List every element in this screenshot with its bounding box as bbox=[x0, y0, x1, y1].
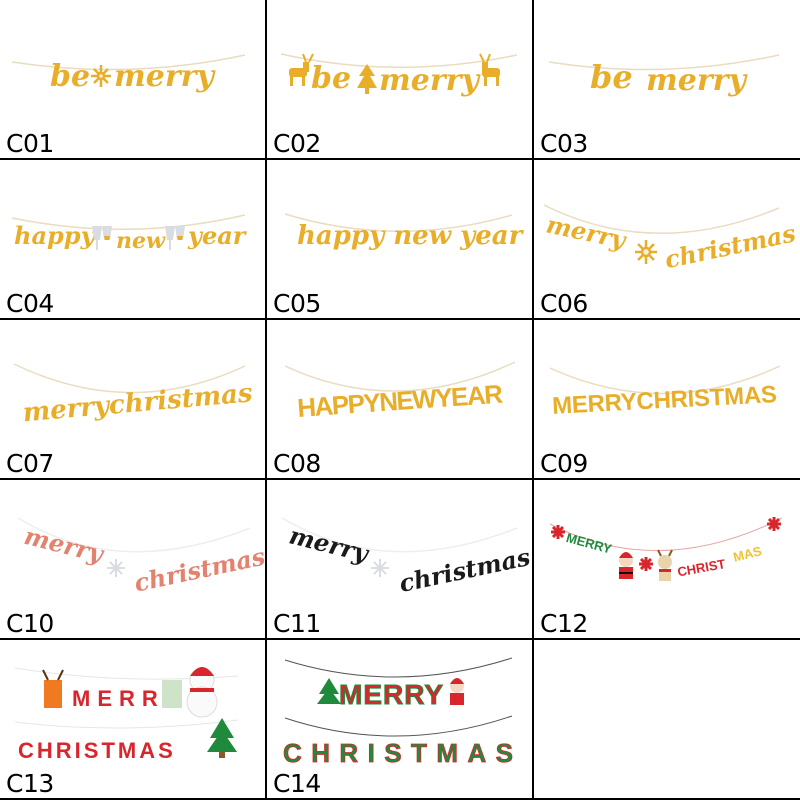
banner-happy-new-year: happy new year bbox=[267, 160, 532, 318]
banner-merrychristmas-script: merrychristmas bbox=[0, 320, 265, 478]
variant-code: C01 bbox=[6, 129, 54, 158]
reindeer-icon bbox=[42, 669, 64, 708]
svg-text:MERRYCHRISTMAS: MERRYCHRISTMAS bbox=[551, 381, 777, 420]
svg-text:MAS: MAS bbox=[732, 543, 764, 565]
svg-text:CHRISTMAS: CHRISTMAS bbox=[18, 738, 176, 763]
variant-cell-c06[interactable]: merry christmas C06 bbox=[534, 160, 800, 318]
variant-code: C10 bbox=[6, 609, 54, 638]
snowflake-icon bbox=[107, 559, 125, 577]
variant-cell-c13[interactable]: MERRY CHRISTMAS C13 bbox=[0, 640, 265, 798]
variant-code: C06 bbox=[540, 289, 588, 318]
svg-text:merry: merry bbox=[544, 210, 630, 255]
svg-text:christmas: christmas bbox=[132, 542, 265, 598]
grid-divider bbox=[265, 0, 267, 800]
banner-be-merry-snowflake: be merry bbox=[0, 0, 265, 158]
variant-code: C13 bbox=[6, 769, 54, 798]
snowflake-icon bbox=[551, 525, 565, 539]
snowflake-icon bbox=[91, 65, 111, 87]
banner-merry-christmas-colorful: MERRY CHRIST MAS bbox=[534, 480, 800, 638]
banner-merry-christmas-snowflake: merry christmas bbox=[534, 160, 800, 318]
banner-merry-christmas-red-green: MERRY CHRISTMAS bbox=[267, 640, 532, 798]
variant-code: C02 bbox=[273, 129, 321, 158]
svg-text:MERRY: MERRY bbox=[339, 679, 444, 710]
svg-text:CHRIST: CHRIST bbox=[676, 556, 726, 579]
banner-happy-new-year-glasses: happy new year bbox=[0, 160, 265, 318]
svg-text:merry: merry bbox=[646, 63, 748, 98]
variant-cell-c10[interactable]: merry christmas C10 bbox=[0, 480, 265, 638]
grid-divider bbox=[0, 158, 800, 160]
variant-cell-c01[interactable]: be merry C01 bbox=[0, 0, 265, 158]
variant-code: C12 bbox=[540, 609, 588, 638]
grid-divider bbox=[0, 798, 800, 800]
svg-text:merrychristmas: merrychristmas bbox=[21, 378, 254, 428]
reindeer-icon bbox=[289, 53, 314, 86]
variant-cell-c03[interactable]: be merry C03 bbox=[534, 0, 800, 158]
snowman-icon bbox=[186, 667, 218, 718]
banner-happynewyear-block: HAPPYNEWYEAR bbox=[267, 320, 532, 478]
christmas-tree-icon bbox=[357, 64, 377, 94]
svg-text:CHRISTMAS: CHRISTMAS bbox=[283, 738, 513, 768]
svg-text:MERRY: MERRY bbox=[565, 530, 614, 557]
snowflake-icon bbox=[767, 517, 781, 531]
variant-code: C09 bbox=[540, 449, 588, 478]
svg-text:merry: merry bbox=[286, 520, 373, 568]
christmas-tree-icon bbox=[207, 718, 237, 758]
christmas-tree-icon bbox=[317, 678, 341, 704]
grid-divider bbox=[0, 478, 800, 480]
variant-cell-empty bbox=[534, 640, 800, 798]
banner-merry-christmas-cartoon: MERRY CHRISTMAS bbox=[0, 640, 265, 798]
variant-cell-c14[interactable]: MERRY CHRISTMAS C14 bbox=[267, 640, 532, 798]
svg-text:be: be bbox=[311, 61, 351, 96]
grid-divider bbox=[0, 638, 800, 640]
variant-code: C11 bbox=[273, 609, 321, 638]
variant-cell-c07[interactable]: merrychristmas C07 bbox=[0, 320, 265, 478]
variant-cell-c08[interactable]: HAPPYNEWYEAR C08 bbox=[267, 320, 532, 478]
grid-divider bbox=[532, 0, 534, 800]
banner-merry-christmas-black: merry christmas bbox=[267, 480, 532, 638]
svg-text:new: new bbox=[116, 228, 166, 254]
variant-code: C14 bbox=[273, 769, 321, 798]
svg-text:christmas: christmas bbox=[397, 542, 532, 598]
snowflake-icon bbox=[635, 240, 657, 264]
variant-code: C04 bbox=[6, 289, 54, 318]
svg-text:year: year bbox=[187, 221, 248, 250]
grid-divider bbox=[0, 318, 800, 320]
svg-text:christmas: christmas bbox=[662, 218, 798, 274]
banner-merry-christmas-rose: merry christmas bbox=[0, 480, 265, 638]
svg-text:be: be bbox=[590, 58, 633, 96]
variant-code: C07 bbox=[6, 449, 54, 478]
reindeer-icon bbox=[479, 53, 500, 86]
snowflake-icon bbox=[371, 559, 389, 577]
christmas-tree-icon bbox=[162, 680, 182, 708]
santa-icon bbox=[619, 552, 633, 579]
variant-cell-c09[interactable]: MERRYCHRISTMAS C09 bbox=[534, 320, 800, 478]
variant-code: C03 bbox=[540, 129, 588, 158]
banner-merrychristmas-block: MERRYCHRISTMAS bbox=[534, 320, 800, 478]
svg-text:MERRY: MERRY bbox=[72, 686, 186, 711]
svg-text:be: be bbox=[50, 59, 90, 94]
variant-cell-c02[interactable]: be merry C02 bbox=[267, 0, 532, 158]
santa-icon bbox=[450, 678, 464, 705]
svg-text:merry: merry bbox=[21, 521, 108, 569]
reindeer-icon bbox=[657, 549, 673, 581]
variant-cell-c05[interactable]: happy new year C05 bbox=[267, 160, 532, 318]
svg-text:happy new year: happy new year bbox=[297, 221, 525, 251]
snowflake-icon bbox=[639, 557, 653, 571]
svg-text:merry: merry bbox=[379, 63, 481, 98]
svg-text:HAPPYNEWYEAR: HAPPYNEWYEAR bbox=[296, 379, 504, 423]
champagne-glasses-icon bbox=[165, 226, 185, 250]
variant-cell-c04[interactable]: happy new year C04 bbox=[0, 160, 265, 318]
banner-be-merry: be merry bbox=[534, 0, 800, 158]
svg-text:happy: happy bbox=[14, 221, 97, 250]
banner-be-merry-reindeer: be merry bbox=[267, 0, 532, 158]
variant-code: C05 bbox=[273, 289, 321, 318]
variant-code: C08 bbox=[273, 449, 321, 478]
svg-text:merry: merry bbox=[114, 59, 216, 94]
champagne-glasses-icon bbox=[92, 226, 112, 250]
variant-cell-c12[interactable]: MERRY CHRIST MAS bbox=[534, 480, 800, 638]
variant-cell-c11[interactable]: merry christmas C11 bbox=[267, 480, 532, 638]
